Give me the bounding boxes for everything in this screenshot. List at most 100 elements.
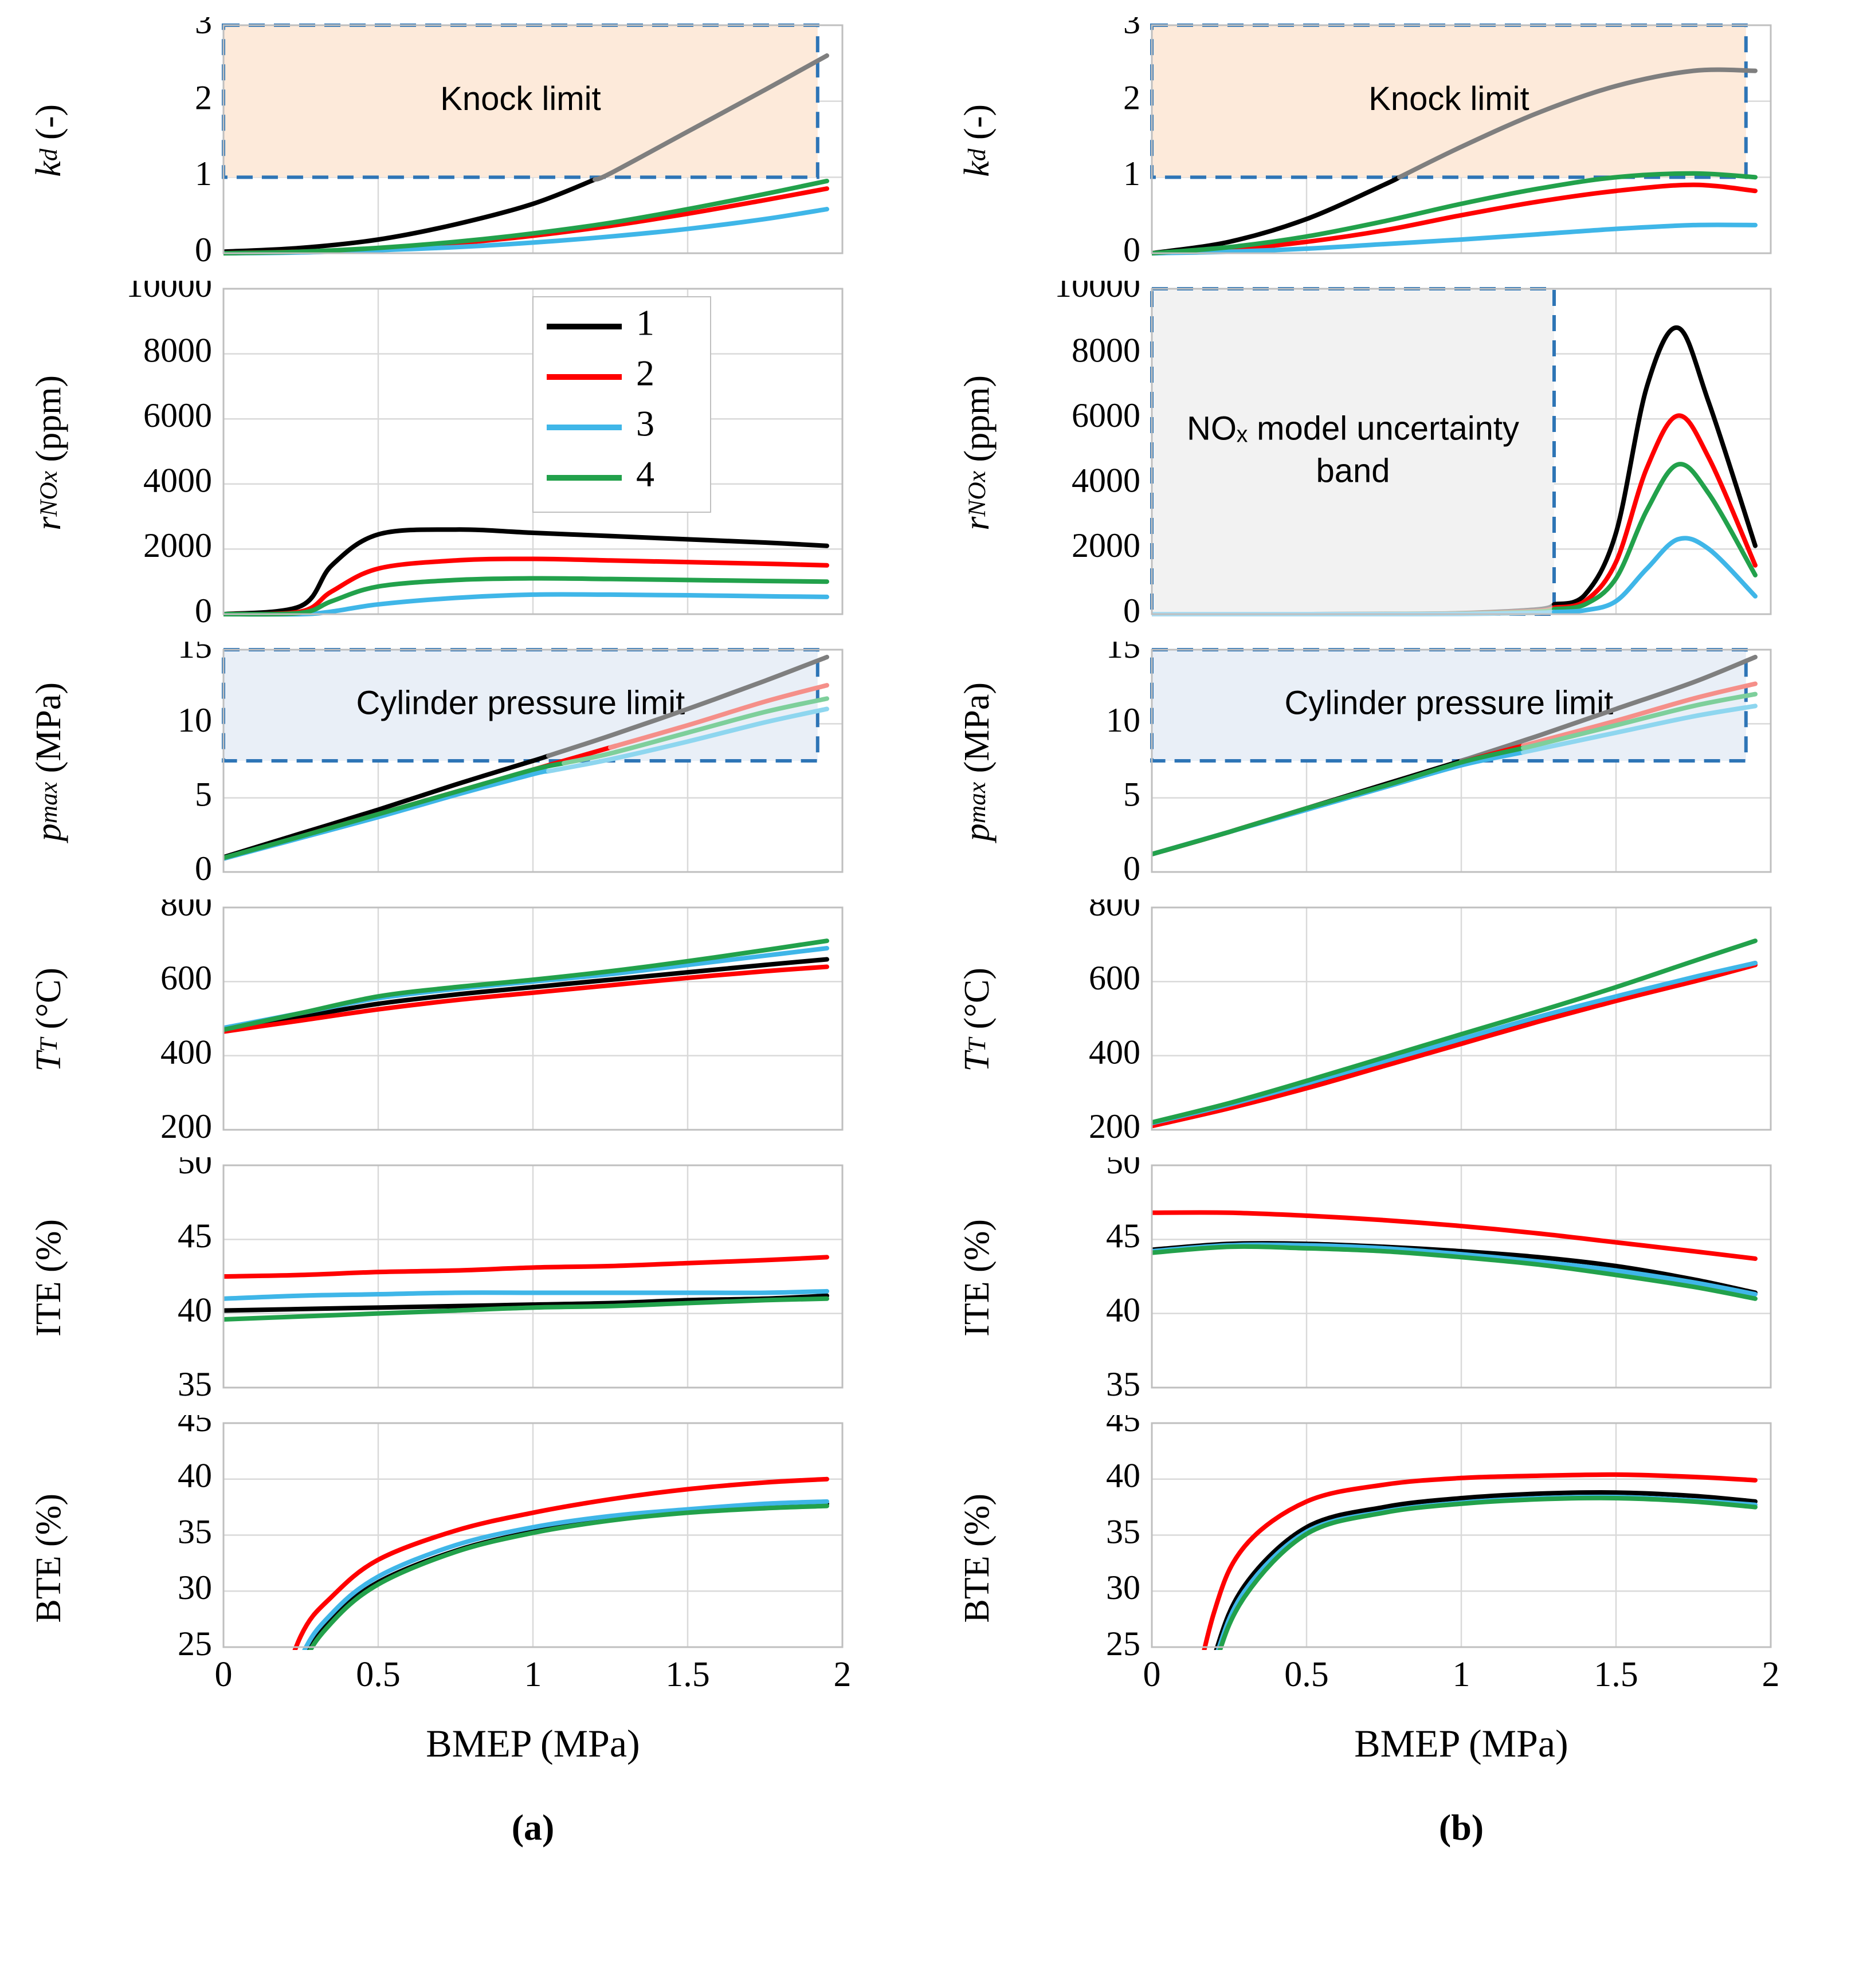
annotation-text: Knock limit xyxy=(440,80,601,117)
svg-text:0: 0 xyxy=(1123,850,1140,882)
legend-label-3: 3 xyxy=(636,403,654,444)
svg-text:5: 5 xyxy=(1123,775,1140,813)
series-line-3 xyxy=(223,592,829,617)
ylabel-main: k xyxy=(29,160,68,177)
svg-text:1.5: 1.5 xyxy=(1594,1655,1638,1694)
y-tick-labels: 0 5 10 15 xyxy=(178,642,212,882)
ylabel-main: k xyxy=(957,160,997,177)
gridlines xyxy=(1151,1422,1772,1648)
series-line-2 xyxy=(1152,1210,1758,1261)
ylabel-unit: (°C) xyxy=(957,968,997,1030)
ylabel-main: p xyxy=(29,823,68,842)
plot-b-nox: NOₓ model uncertainty band 0 2000 4000 6000 80… xyxy=(1054,281,1772,624)
series-line-2 xyxy=(223,1255,829,1279)
y-tick-labels: 200 400 600 800 xyxy=(160,899,212,1140)
x-tick-labels: 0 0.5 1 1.5 2 xyxy=(215,1655,852,1694)
svg-text:8000: 8000 xyxy=(1072,331,1140,369)
series-line-2 xyxy=(223,964,829,1034)
series-lines xyxy=(1202,1472,1758,1650)
x-axis-label-a: BMEP (MPa) xyxy=(426,1722,640,1765)
column-a: kd (-) Knock limit 0 1 2 3 rNOx (ppm) 0 2000 4… xyxy=(6,17,883,1872)
ylabel-unit: (ppm) xyxy=(29,375,68,462)
series-lines xyxy=(292,1476,829,1650)
annotation-box: NOₓ model uncertainty band xyxy=(1150,287,1556,616)
ylabel-sub: max xyxy=(34,782,62,824)
svg-text:50: 50 xyxy=(178,1157,212,1181)
figure: kd (-) Knock limit 0 1 2 3 rNOx (ppm) 0 2000 4… xyxy=(6,17,1811,1872)
panel-b-kd: kd (-) Knock limit 0 1 2 3 xyxy=(934,17,1811,264)
panel-b-nox: rNOx (ppm) NOₓ model uncertainty band 0 200… xyxy=(934,281,1811,624)
series-line-3 xyxy=(302,1499,829,1650)
x-tick-labels: 0 0.5 1 1.5 2 xyxy=(1143,1655,1780,1694)
y-tick-labels: 25 30 35 40 45 xyxy=(178,1415,212,1663)
plot-a-nox: 0 2000 4000 6000 8000 10000 1 2 3 4 xyxy=(126,281,844,624)
series-line-3-beyond-limit xyxy=(546,706,829,774)
ylabel-sub: max xyxy=(963,782,991,824)
plot-a-pmax: Cylinder pressure limit 0 5 10 15 xyxy=(178,642,844,882)
svg-text:4000: 4000 xyxy=(143,462,212,500)
y-tick-labels: 35 40 45 50 xyxy=(1106,1157,1140,1398)
svg-text:2: 2 xyxy=(1762,1655,1780,1694)
series-lines xyxy=(223,1255,829,1322)
series-line-4 xyxy=(1217,1495,1758,1650)
ylabel-unit: (°C) xyxy=(29,968,68,1030)
panel-b-ite: ITE (%) 35 40 45 50 xyxy=(934,1157,1811,1398)
series-line-1 xyxy=(223,753,551,860)
x-axis-label-b: BMEP (MPa) xyxy=(1354,1722,1568,1765)
series-line-2 xyxy=(1152,962,1758,1129)
annotation-text: Knock limit xyxy=(1368,80,1529,117)
panel-a-bte: BTE (%) 25 30 35 40 45 0 0.5 1 1.5 2 xyxy=(6,1415,883,1702)
plot-border xyxy=(222,906,844,1131)
svg-text:45: 45 xyxy=(1106,1415,1140,1439)
svg-text:2: 2 xyxy=(1123,78,1140,116)
ylabel-sub: NOx xyxy=(34,470,62,517)
panel-b-bte: BTE (%) 25 30 35 40 45 0 0.5 1 1.5 2 xyxy=(934,1415,1811,1702)
svg-text:0: 0 xyxy=(1123,231,1140,264)
svg-text:25: 25 xyxy=(1106,1625,1140,1663)
ylabel-sub: T xyxy=(963,1038,991,1052)
panel-b-tt: TT (°C) 200 400 600 800 xyxy=(934,899,1811,1140)
y-tick-labels: 0 1 2 3 xyxy=(195,17,212,264)
svg-text:0: 0 xyxy=(215,1655,233,1694)
series-lines xyxy=(1152,1210,1758,1301)
legend-label-2: 2 xyxy=(636,353,654,394)
caption-a: (a) xyxy=(511,1807,555,1848)
y-tick-labels: 0 2000 4000 6000 8000 10000 xyxy=(1054,281,1140,624)
svg-text:0.5: 0.5 xyxy=(356,1655,401,1694)
y-axis-label-pmax: pmax (MPa) xyxy=(6,642,92,882)
svg-text:2000: 2000 xyxy=(1072,527,1140,564)
ylabel-unit: (MPa) xyxy=(957,682,997,773)
series-line-4-beyond-limit xyxy=(562,696,829,766)
svg-text:0: 0 xyxy=(1143,1655,1161,1694)
series-lines xyxy=(223,53,829,256)
ylabel-unit: (%) xyxy=(29,1219,68,1272)
ylabel-sub: d xyxy=(963,148,991,161)
y-axis-label-kd: kd (-) xyxy=(6,17,92,264)
series-line-4 xyxy=(223,761,566,861)
y-tick-labels: 35 40 45 50 xyxy=(178,1157,212,1398)
series-line-2 xyxy=(292,1476,829,1650)
series-line-3 xyxy=(1152,222,1758,256)
plot-border xyxy=(1151,1422,1772,1648)
y-tick-labels: 0 5 10 15 xyxy=(1106,642,1140,882)
ylabel-main: T xyxy=(29,1052,68,1072)
series-line-3-beyond-limit xyxy=(1521,704,1758,755)
svg-text:400: 400 xyxy=(1089,1033,1140,1071)
panel-a-kd: kd (-) Knock limit 0 1 2 3 xyxy=(6,17,883,264)
svg-text:1: 1 xyxy=(1123,155,1140,192)
ylabel-main: r xyxy=(29,516,68,531)
legend-label-4: 4 xyxy=(636,454,654,494)
panel-a-tt: TT (°C) 200 400 600 800 xyxy=(6,899,883,1140)
svg-text:4000: 4000 xyxy=(1072,462,1140,500)
svg-text:40: 40 xyxy=(1106,1457,1140,1495)
series-line-4 xyxy=(1152,1244,1758,1301)
svg-text:800: 800 xyxy=(160,899,212,923)
ylabel-main: ITE xyxy=(957,1281,997,1337)
svg-text:35: 35 xyxy=(178,1512,212,1550)
svg-text:1: 1 xyxy=(524,1655,542,1694)
svg-text:40: 40 xyxy=(178,1291,212,1329)
plot-b-bte: 25 30 35 40 45 0 0.5 1 1.5 2 xyxy=(1106,1415,1780,1694)
series-line-4 xyxy=(1152,938,1758,1125)
y-axis-label-nox: rNOx (ppm) xyxy=(6,281,92,624)
plot-border xyxy=(1151,906,1772,1131)
